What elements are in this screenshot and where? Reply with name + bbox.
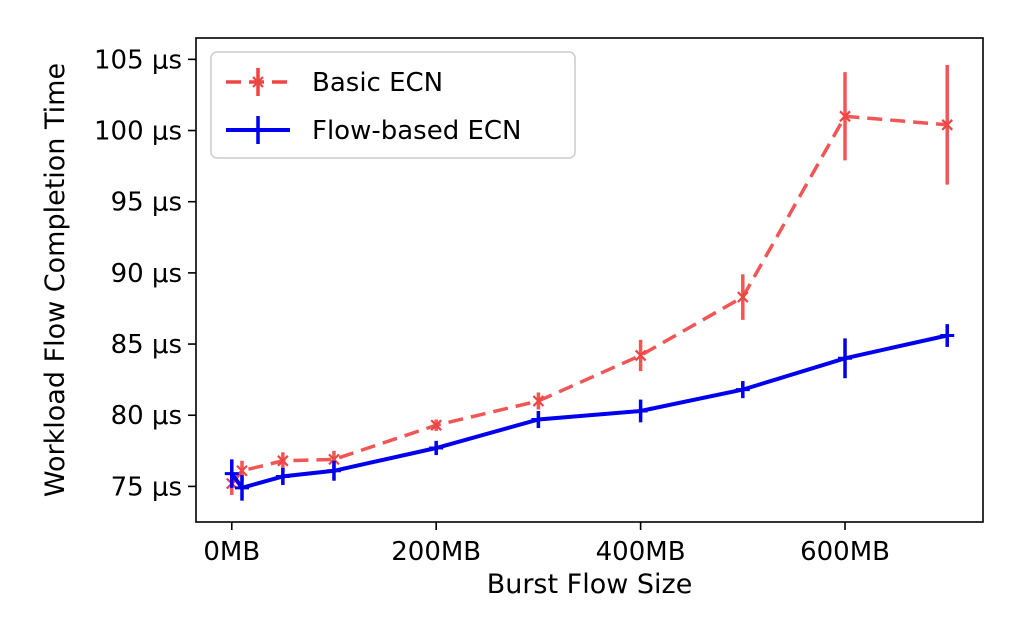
legend-label-basic-ecn: Basic ECN: [312, 68, 443, 98]
point-flow-based-ecn-4: [429, 440, 444, 455]
point-flow-based-ecn-5: [531, 412, 546, 427]
point-basic-ecn-8: [839, 110, 851, 123]
point-flow-based-ecn-1: [234, 480, 249, 495]
y-tick-label-6: 105 μs: [94, 45, 182, 75]
legend-label-flow-based-ecn: Flow-based ECN: [312, 116, 522, 146]
x-tick-label-1: 200MB: [391, 537, 481, 567]
series-basic-ecn: [225, 65, 954, 495]
point-basic-ecn-4: [430, 419, 442, 431]
plot-frame: [195, 37, 984, 523]
y-tick-label-4: 95 μs: [111, 188, 182, 218]
point-basic-ecn-5: [532, 395, 545, 407]
x-tick-label-0: 0MB: [203, 537, 260, 567]
legend-box: [210, 51, 576, 159]
y-tick-label-0: 75 μs: [111, 472, 182, 502]
x-tick-label-2: 400MB: [596, 537, 686, 567]
point-flow-based-ecn-9: [940, 328, 955, 343]
legend-marker-glyph-0: [252, 76, 264, 88]
y-tick-label-1: 80 μs: [111, 401, 182, 431]
ticks-layer: 0MB 200MB 400MB 600MB 75 μs 80 μs 85 μs 90 μs 95…: [94, 45, 890, 567]
point-flow-based-ecn-6: [633, 403, 648, 418]
series-line-basic-ecn: [230, 114, 948, 485]
y-tick-label-5: 100 μs: [94, 117, 182, 147]
point-flow-based-ecn-3: [326, 463, 341, 478]
legend-marker-flow-based-ecn: [251, 116, 265, 144]
point-flow-based-ecn-7: [735, 382, 750, 397]
point-basic-ecn-9: [941, 119, 954, 131]
y-axis-title: Workload Flow Completion Time: [40, 63, 71, 497]
legend: Basic ECN Flow-based ECN: [210, 51, 576, 159]
series-flow-based-ecn: [224, 324, 955, 501]
series-line-flow-based-ecn: [230, 333, 948, 491]
legend-marker-basic-ecn: [252, 68, 264, 96]
point-flow-based-ecn-2: [275, 469, 290, 484]
y-tick-label-2: 85 μs: [111, 330, 182, 360]
series-layer: [224, 65, 955, 501]
y-tick-label-3: 90 μs: [111, 259, 182, 289]
point-basic-ecn-7: [737, 291, 749, 303]
point-flow-based-ecn-0: [224, 466, 239, 481]
x-tick-label-3: 600MB: [800, 537, 890, 567]
legend-marker-glyph-1: [251, 123, 265, 137]
point-basic-ecn-6: [634, 349, 647, 362]
point-basic-ecn-3: [328, 453, 340, 466]
point-basic-ecn-2: [277, 455, 289, 467]
point-flow-based-ecn-8: [838, 351, 853, 366]
x-axis-title: Burst Flow Size: [487, 569, 693, 600]
